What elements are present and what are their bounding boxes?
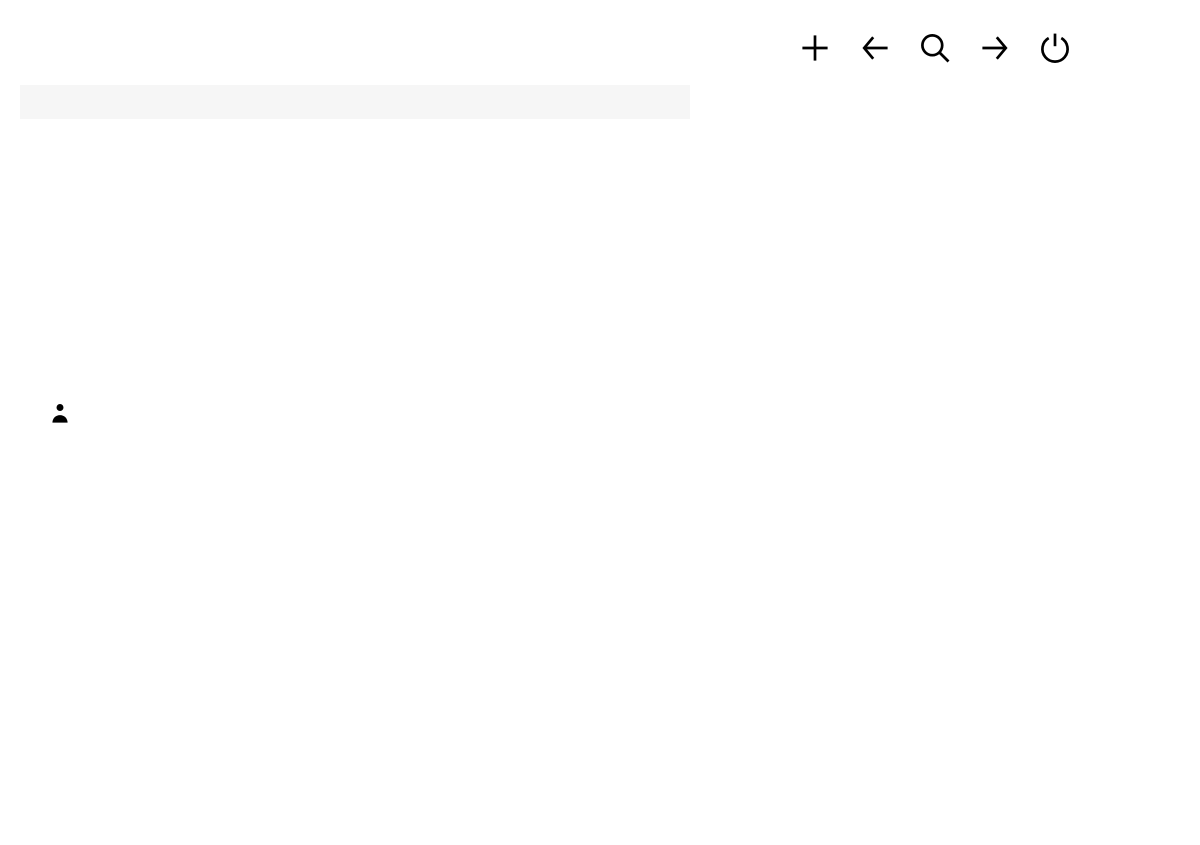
search-button[interactable]: [915, 28, 955, 68]
tile-grid: [20, 551, 1101, 561]
close-button[interactable]: [1095, 20, 1180, 76]
receipt-panel: [20, 85, 690, 441]
shop-tab[interactable]: [1101, 551, 1131, 561]
add-button[interactable]: [795, 28, 835, 68]
side-tabs: [1075, 85, 1180, 441]
header: [20, 20, 1180, 75]
back-button[interactable]: [855, 28, 895, 68]
receipt-body: [20, 119, 690, 389]
receipt-total-row: [20, 393, 690, 441]
forward-button[interactable]: [975, 28, 1015, 68]
action-grid: [700, 85, 1065, 441]
power-button[interactable]: [1035, 28, 1075, 68]
customer-icon[interactable]: [20, 401, 100, 434]
receipt-header: [20, 85, 690, 119]
